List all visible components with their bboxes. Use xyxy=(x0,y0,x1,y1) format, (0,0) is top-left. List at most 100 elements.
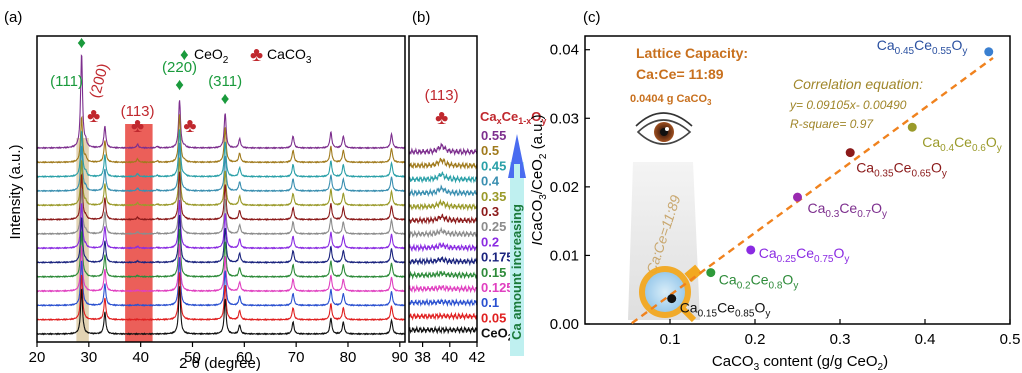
ceo2-peak-marker: ♦ xyxy=(77,33,86,52)
panel-c: (c) Ca:Ce=11:89 0.1 0.2 0.3 0.4 0.5 0.000.01… xyxy=(529,9,1020,373)
a-xtick-label: 70 xyxy=(288,349,305,366)
series-label-0.55: 0.55 xyxy=(481,128,506,143)
c-xtick-label: 0.2 xyxy=(745,331,766,348)
xrd-curve-0.1 xyxy=(36,257,406,307)
xrd-curve-0.5 xyxy=(36,114,406,164)
data-point-0.45 xyxy=(984,47,994,57)
caco3-peak-marker: ♣ xyxy=(87,105,100,127)
a-xtick-label: 40 xyxy=(132,349,149,366)
caco3-peak-marker: ♣ xyxy=(183,115,196,137)
panel-b-peak-label: (113) xyxy=(425,87,459,104)
ceo2-peak-marker: ♦ xyxy=(221,89,230,108)
panel-b-frame xyxy=(408,35,478,343)
xrd-curve-0.175 xyxy=(36,214,406,265)
a-xtick-label: 90 xyxy=(391,349,408,366)
panel-a-label: (a) xyxy=(4,9,22,26)
correlation-r2: R-square= 0.97 xyxy=(790,117,874,131)
xrd-curve-0.15 xyxy=(36,228,406,279)
data-point-0.3 xyxy=(793,192,802,202)
xrd-curve-0.25 xyxy=(36,186,406,236)
a-xtick-label: 20 xyxy=(29,349,46,366)
data-point-0.35 xyxy=(845,148,855,158)
data-point-0.2 xyxy=(706,268,716,278)
c-xtick-label: 0.5 xyxy=(1000,331,1021,348)
panel-c-label: (c) xyxy=(583,9,601,26)
arrow-text: Ca amount increasing xyxy=(509,204,524,340)
b-xtick-label: 42 xyxy=(469,349,486,366)
series-title: CaxCe1-xOy xyxy=(480,109,546,126)
xrd-zoom-curve-0.4 xyxy=(408,184,478,198)
xrd-zoom-curve-0.2 xyxy=(408,241,478,253)
series-label-0.1: 0.1 xyxy=(481,295,499,310)
ceo2-legend-label: CeO2 xyxy=(194,46,229,66)
peak-label-220: (220) xyxy=(162,59,197,76)
fit-line xyxy=(631,56,994,325)
xrd-curve-0.35 xyxy=(36,157,406,207)
caco3-peak-marker: ♣ xyxy=(131,115,144,137)
xrd-zoom-curve-0.15 xyxy=(408,270,478,280)
xrd-curve-0.125 xyxy=(36,243,405,293)
series-label-0.175: 0.175 xyxy=(481,250,514,265)
xrd-zoom-curve-CeO2 xyxy=(408,325,478,335)
xrd-curve-0.3 xyxy=(36,171,406,222)
arrow-head-icon xyxy=(508,134,526,178)
series-label-0.25: 0.25 xyxy=(481,219,506,234)
lattice-ratio: Ca:Ce= 11:89 xyxy=(636,66,724,82)
arrow-box xyxy=(510,162,524,356)
xrd-curve-CeO2 xyxy=(36,286,406,336)
xrd-zoom-curve-0.35 xyxy=(408,198,478,212)
c-ytick-label: 0.02 xyxy=(550,179,579,196)
panel-b-caco3-icon: ♣ xyxy=(435,107,448,129)
c-ytick-label: 0.04 xyxy=(550,42,579,59)
ceo2-peak-marker: ♦ xyxy=(175,75,184,94)
c-ytick-label: 0.00 xyxy=(550,316,579,333)
point-label-0.15: Ca0.15Ce0.85Oy xyxy=(680,300,771,320)
xrd-zoom-curve-0.125 xyxy=(408,284,478,294)
a-xtick-label: 30 xyxy=(80,349,97,366)
c-xtick-label: 0.4 xyxy=(915,331,936,348)
eye-icon xyxy=(635,112,693,145)
series-label-0.45: 0.45 xyxy=(481,158,506,173)
series-label-0.35: 0.35 xyxy=(481,189,506,204)
xrd-zoom-curve-0.55 xyxy=(408,142,478,157)
point-label-0.25: Ca0.25Ce0.75Oy xyxy=(759,245,850,265)
magnifier-icon xyxy=(639,264,703,323)
c-xtick-label: 0.3 xyxy=(830,331,851,348)
b-xtick-label: 38 xyxy=(414,349,431,366)
panel-a-xlabel: 2 θ (degree) xyxy=(179,355,261,372)
series-label-0.125: 0.125 xyxy=(481,280,514,295)
series-label-0.2: 0.2 xyxy=(481,234,499,249)
panel-c-xlabel: CaCO3 content (g/g CeO2) xyxy=(712,353,888,373)
point-label-0.4: Ca0.4Ce0.6Oy xyxy=(922,134,1002,154)
point-label-0.2: Ca0.2Ce0.8Oy xyxy=(719,272,799,292)
series-label-0.15: 0.15 xyxy=(481,265,506,280)
lattice-title: Lattice Capacity: xyxy=(636,45,748,61)
a-xtick-label: 80 xyxy=(340,349,357,366)
data-point-0.25 xyxy=(746,245,756,255)
data-point-0.15 xyxy=(667,294,677,304)
panel-b-label: (b) xyxy=(412,9,430,26)
xrd-curve-0.55 xyxy=(36,54,406,150)
series-label-0.5: 0.5 xyxy=(481,143,499,158)
ceo2-legend-symbol: ♦ xyxy=(180,45,189,64)
c-xtick-label: 0.1 xyxy=(660,331,681,348)
xrd-curve-0.2 xyxy=(36,199,406,250)
point-label-0.35: Ca0.35Ce0.65Oy xyxy=(856,160,947,180)
xrd-curve-0.4 xyxy=(36,142,406,193)
panel-c-ylabel: ICaCO3/CeO2 (a.u.) xyxy=(529,114,549,245)
panel-a-ylabel: Intensity (a.u.) xyxy=(7,144,24,239)
xrd-zoom-curve-0.175 xyxy=(408,256,478,267)
caco3-legend-label: CaCO3 xyxy=(267,46,312,66)
peak-label-311: (311) xyxy=(208,73,242,90)
series-label-CeO2: CeO2 xyxy=(481,326,513,343)
series-label-0.4: 0.4 xyxy=(481,174,500,189)
lattice-mass: 0.0404 g CaCO3 xyxy=(630,93,712,107)
point-label-0.45: Ca0.45Ce0.55Oy xyxy=(877,37,968,57)
series-label-0.05: 0.05 xyxy=(481,310,506,325)
panel-b: (b) 38 40 42 (113) ♣ xyxy=(408,9,486,366)
series-label-0.3: 0.3 xyxy=(481,204,499,219)
panel-a-legend: ♦ CeO2 ♣ CaCO3 xyxy=(180,44,312,66)
c-ytick-label: 0.01 xyxy=(550,247,579,264)
point-label-0.3: Ca0.3Ce0.7Oy xyxy=(808,200,888,220)
